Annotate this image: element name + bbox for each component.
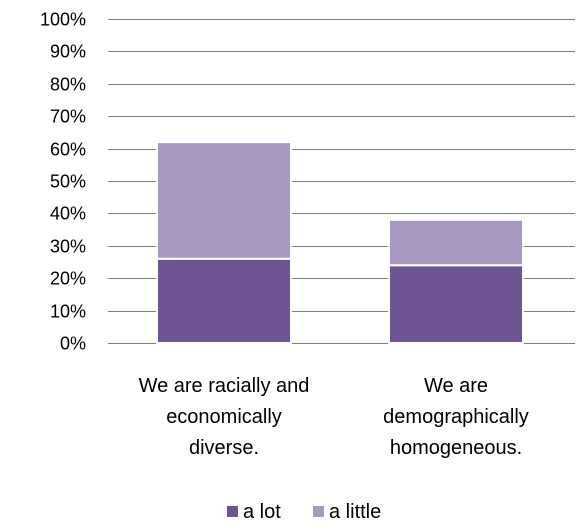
- legend-label-a-little: a little: [329, 501, 381, 523]
- x-category-label-line: homogeneous.: [390, 437, 522, 459]
- x-category-label-line: demographically: [383, 406, 529, 428]
- y-tick-label: 70%: [50, 107, 86, 127]
- bars: [156, 141, 524, 345]
- y-axis-tick-labels: 0% 10% 20% 30% 40% 50% 60% 70% 80% 90% 100%: [40, 10, 86, 354]
- x-category-label-line: diverse.: [189, 437, 259, 459]
- legend-label-a-lot: a lot: [243, 501, 281, 523]
- bar-a-little-1: [156, 141, 292, 260]
- x-category-label-line: economically: [166, 406, 282, 428]
- y-tick-label: 10%: [50, 302, 86, 322]
- legend-swatch-a-little: [313, 506, 324, 517]
- y-tick-label: 60%: [50, 140, 86, 160]
- bar-a-little-2: [388, 218, 524, 267]
- y-tick-label: 80%: [50, 75, 86, 95]
- x-category-label: We are racially and economically diverse.: [139, 375, 310, 459]
- y-tick-label: 90%: [50, 42, 86, 62]
- x-category-label: We are demographically homogeneous.: [383, 375, 529, 459]
- bar-a-lot-2: [388, 264, 524, 344]
- y-tick-label: 100%: [40, 10, 86, 30]
- legend-swatch-a-lot: [227, 506, 238, 517]
- y-tick-label: 20%: [50, 269, 86, 289]
- x-category-label-line: We are: [424, 375, 488, 397]
- legend: a lot a little: [227, 501, 381, 523]
- x-category-label-line: We are racially and: [139, 375, 310, 397]
- y-tick-label: 50%: [50, 172, 86, 192]
- y-tick-label: 0%: [60, 334, 86, 354]
- y-tick-label: 40%: [50, 204, 86, 224]
- x-axis-category-labels: We are racially and economically diverse.W…: [139, 375, 529, 459]
- y-tick-label: 30%: [50, 237, 86, 257]
- bar-a-lot-1: [156, 257, 292, 345]
